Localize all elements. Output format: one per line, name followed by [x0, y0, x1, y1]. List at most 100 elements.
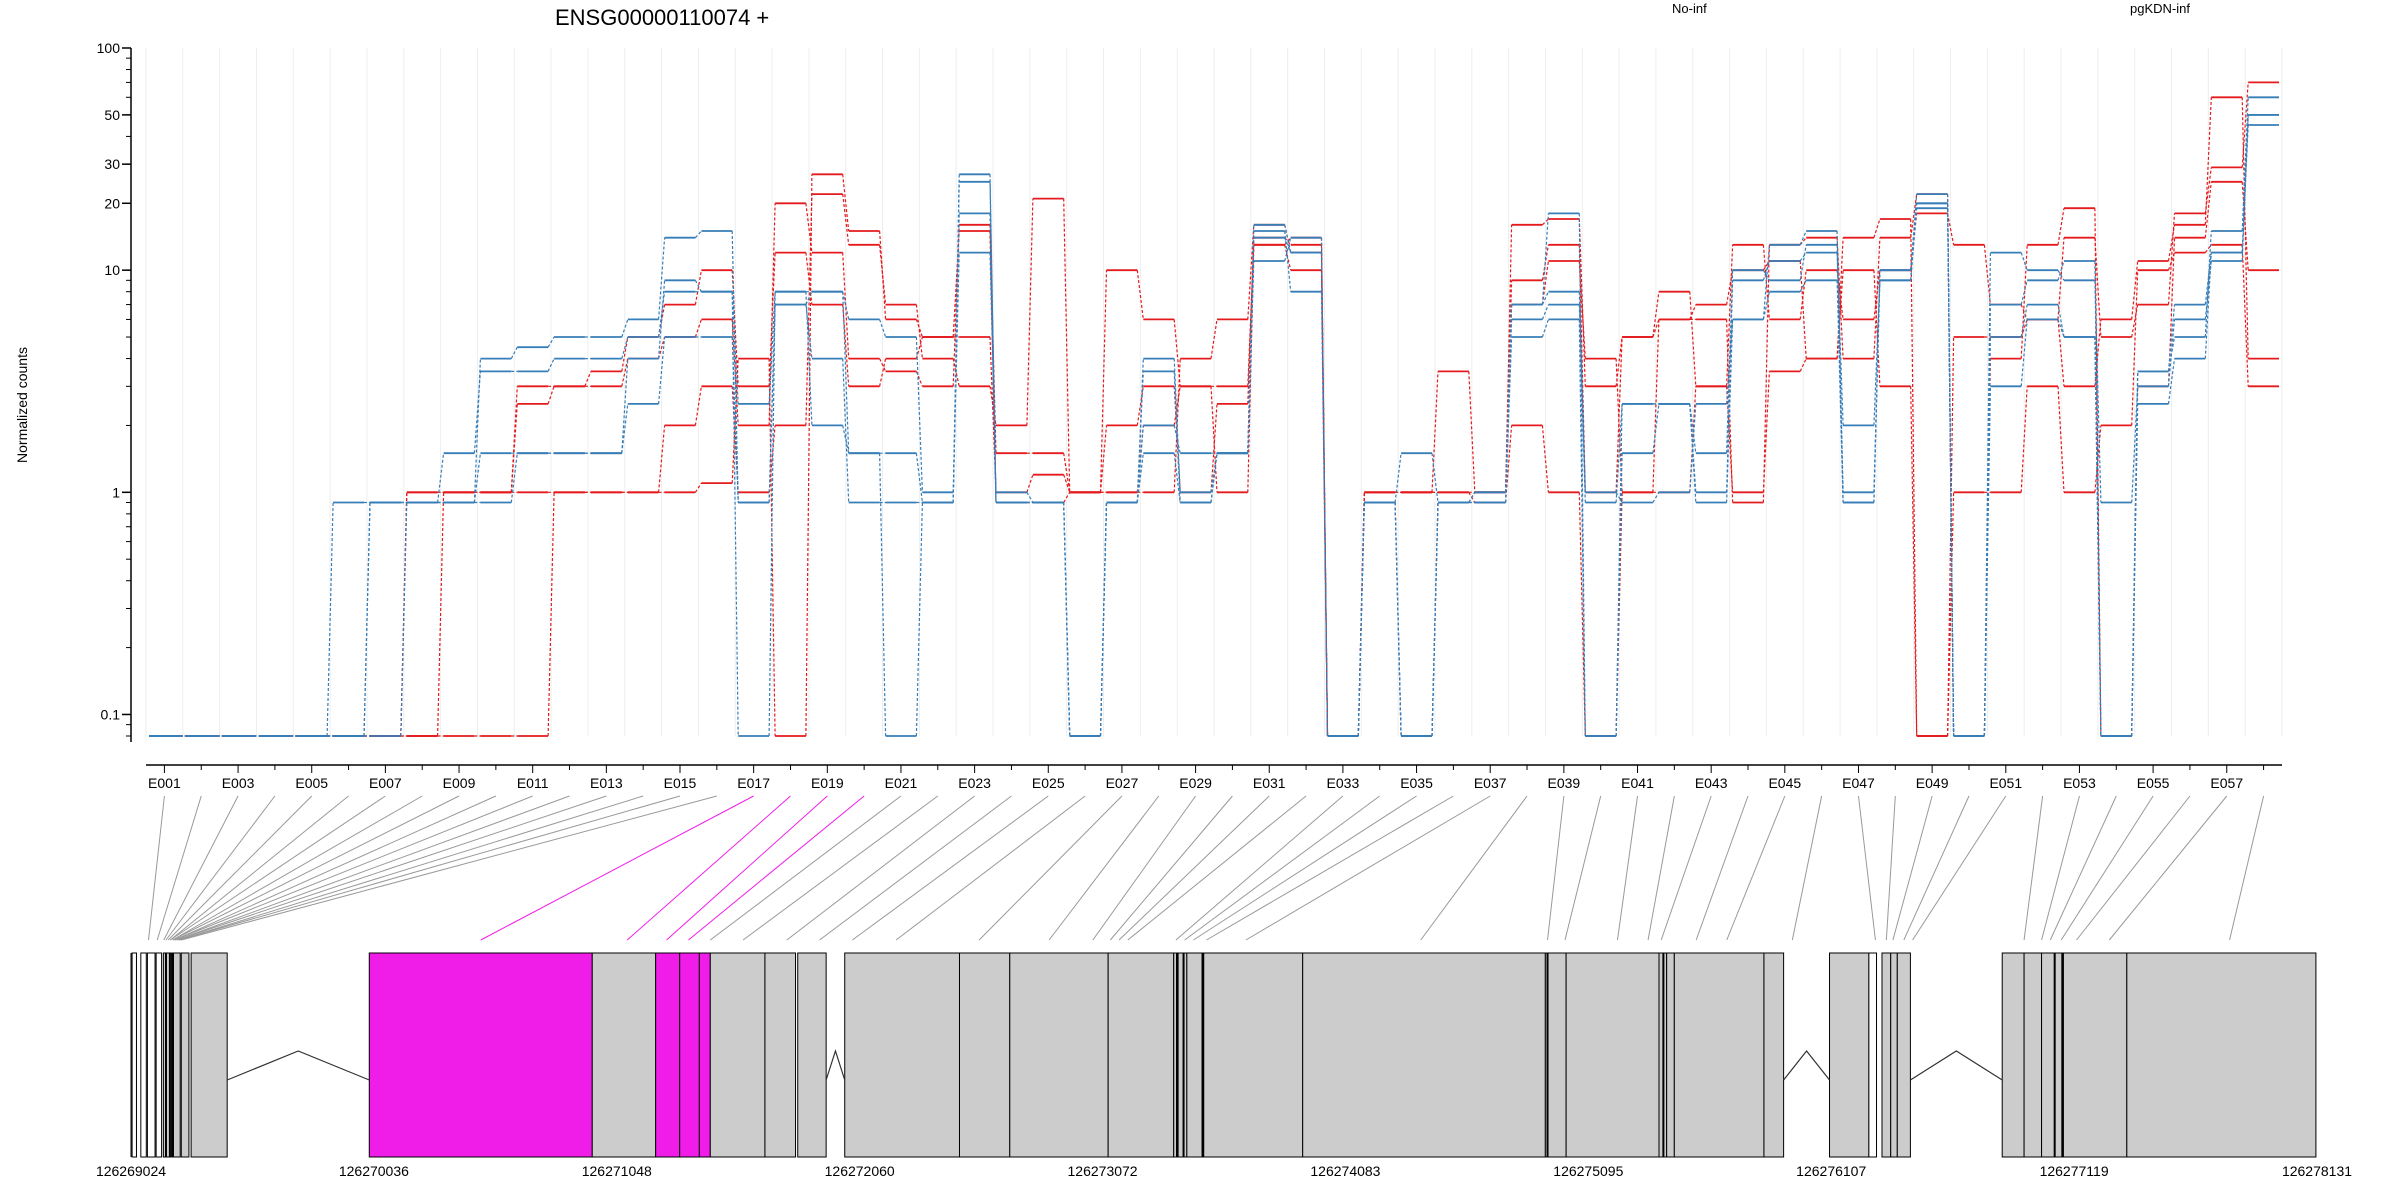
exon-block [1186, 952, 1203, 1158]
exon-block [2126, 952, 2317, 1158]
x-tick-label: E051 [1989, 775, 2022, 791]
x-tick-label: E053 [2063, 775, 2096, 791]
intron-line [825, 1049, 846, 1081]
x-tick-label: E019 [811, 775, 844, 791]
intron-line [1783, 1050, 1830, 1081]
y-axis: 0.1 1 10 20 30 50 100 [97, 40, 132, 742]
exon-block [958, 952, 1011, 1158]
x-tick-label: E047 [1842, 775, 1875, 791]
exon-connector [163, 795, 239, 941]
exon-block [180, 952, 190, 1158]
intron-line [226, 1050, 370, 1081]
exon-block [1868, 952, 1878, 1158]
exon-connector [1118, 795, 1270, 941]
exon-block [1302, 952, 1546, 1158]
exon-block [146, 952, 156, 1158]
intron-line [1910, 1050, 2003, 1081]
exon-connector [176, 795, 570, 941]
genomic-tick-label: 126276107 [1796, 1163, 1866, 1179]
exon-connector [1564, 795, 1602, 941]
highlighted-exon [368, 952, 593, 1158]
genomic-tick-label: 126275095 [1553, 1163, 1623, 1179]
x-gridlines [145, 48, 2283, 736]
x-tick-label: E023 [958, 775, 991, 791]
x-tick-label: E025 [1032, 775, 1065, 791]
exon-block [1896, 952, 1911, 1158]
exon-connector [181, 795, 717, 941]
exon-connector [1616, 795, 1639, 941]
exon-connector [626, 795, 791, 941]
x-tick-label: E057 [2210, 775, 2243, 791]
exon-block [155, 952, 163, 1158]
exon-connector [688, 795, 865, 941]
exon-connector-lines [147, 795, 2265, 941]
exon-connector [174, 795, 533, 941]
x-tick-label: E029 [1179, 775, 1212, 791]
highlighted-exon [679, 952, 700, 1158]
exon-block [2001, 952, 2025, 1158]
exon-connector [1857, 795, 1876, 941]
x-tick-label: E037 [1474, 775, 1507, 791]
exon-block [162, 952, 172, 1158]
exon-block [1763, 952, 1785, 1158]
exon-block [2062, 952, 2128, 1158]
x-axis: E001 E003 E005 E007 E009 E011 E013 E015 E017 E019… [146, 764, 2282, 791]
exon-block [2023, 952, 2043, 1158]
exon-connector [1245, 795, 1491, 941]
x-tick-label: E031 [1253, 775, 1286, 791]
x-tick-label: E043 [1695, 775, 1728, 791]
exon-connector [1127, 795, 1307, 941]
exon-block [1107, 952, 1175, 1158]
genomic-tick-label: 126272060 [825, 1163, 895, 1179]
exon-connector [174, 795, 497, 941]
exon-connector [172, 795, 460, 941]
exon-connector [1206, 795, 1454, 941]
x-tick-label: E003 [222, 775, 255, 791]
x-tick-label: E033 [1327, 775, 1360, 791]
y-tick-label: 10 [104, 262, 120, 278]
exon-connector [709, 795, 902, 941]
exon-connector [165, 795, 276, 941]
exon-connector [1193, 795, 1417, 941]
exon-block [2041, 952, 2064, 1158]
x-tick-label: E039 [1548, 775, 1581, 791]
x-tick-label: E007 [369, 775, 402, 791]
exon-block [1881, 952, 1892, 1158]
series-lines [149, 81, 2279, 737]
legend-entry-pgkdn-inf: pgKDN-inf [2130, 1, 2190, 16]
exon-connector [2229, 795, 2265, 941]
exon-block [709, 952, 766, 1158]
exon-connector [1885, 795, 1896, 941]
x-tick-label: E015 [664, 775, 697, 791]
highlighted-exon [698, 952, 711, 1158]
chart-title: ENSG00000110074 + [555, 5, 769, 30]
x-tick-label: E035 [1400, 775, 1433, 791]
x-tick-label: E055 [2137, 775, 2170, 791]
exon-block [1009, 952, 1109, 1158]
genomic-coordinate-axis: 126269024 126270036 126271048 126272060 1262… [96, 1163, 2352, 1179]
genomic-tick-label: 126269024 [96, 1163, 166, 1179]
exon-connector [2108, 795, 2228, 941]
exon-connector [1660, 795, 1712, 941]
exon-connector [156, 795, 202, 941]
y-tick-label: 20 [104, 195, 120, 211]
y-tick-label: 30 [104, 156, 120, 172]
exon-block [797, 952, 827, 1158]
exon-connector [167, 795, 313, 941]
y-axis-label: Normalized counts [14, 347, 30, 463]
exon-connector [1695, 795, 1749, 941]
exon-connector [2076, 795, 2191, 941]
exon-connector [1547, 795, 1565, 941]
exon-connector [1647, 795, 1675, 941]
gene-model [130, 952, 2317, 1158]
exon-block [1565, 952, 1660, 1158]
exon-connector [1791, 795, 1823, 941]
exon-block [1666, 952, 1675, 1158]
exon-connector [172, 795, 423, 941]
y-tick-label: 1 [112, 484, 120, 500]
exon-block [844, 952, 960, 1158]
y-tick-label: 0.1 [101, 706, 121, 722]
exon-block [140, 952, 147, 1158]
highlighted-exon [655, 952, 681, 1158]
